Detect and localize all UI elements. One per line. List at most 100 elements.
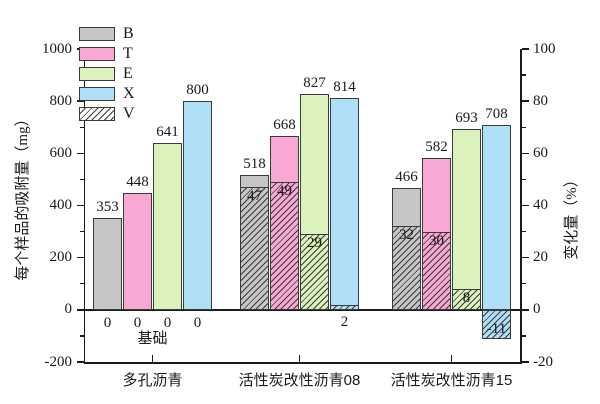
y-axis-left-tick	[76, 100, 84, 102]
y-axis-right-tick	[521, 361, 529, 363]
y-axis-left-tick-label: 800	[49, 92, 73, 109]
y-axis-left-tick-label: 1000	[42, 40, 72, 57]
y-axis-right	[520, 49, 522, 364]
bar-X-0	[183, 101, 212, 310]
change-value-label: 29	[307, 235, 322, 252]
legend-label: X	[123, 84, 135, 102]
change-hatch-B-1	[240, 187, 269, 310]
y-axis-right-minor-tick	[521, 126, 526, 128]
y-axis-right-minor-tick	[521, 283, 526, 285]
y-axis-left-tick	[76, 361, 84, 363]
y-axis-right-tick-label: 80	[533, 92, 548, 109]
legend-swatch-E	[79, 66, 115, 81]
baseline-label: 基础	[137, 329, 168, 347]
legend-item-T: T	[79, 45, 135, 62]
baseline-zero-label: 0	[193, 314, 202, 331]
y-axis-left-tick-label: 0	[64, 301, 73, 318]
legend-item-V: V	[79, 105, 135, 122]
x-axis-bottom	[83, 362, 522, 364]
y-axis-left-tick	[76, 256, 84, 259]
change-hatch-T-1	[270, 182, 299, 310]
legend-label: B	[123, 24, 134, 42]
y-axis-left-minor-tick	[79, 126, 84, 128]
bar-value-label: 518	[243, 155, 266, 172]
y-axis-title-left: 每个样品的吸附量（mg）	[15, 111, 31, 281]
change-hatch-X-1	[330, 304, 359, 310]
change-value-label: 30	[429, 232, 444, 249]
y-axis-left-tick	[76, 152, 84, 155]
bar-B-0	[93, 217, 122, 310]
y-axis-right-minor-tick	[521, 335, 526, 337]
bar-value-label: 668	[273, 116, 296, 133]
bar-value-label: 693	[455, 110, 478, 127]
x-axis-category-label: 多孔沥青	[122, 372, 183, 389]
x-axis-tick	[298, 355, 301, 362]
change-value-label: 32	[399, 227, 414, 244]
legend-swatch-T	[79, 46, 115, 61]
y-axis-right-minor-tick	[521, 230, 526, 233]
y-axis-right-tick-label: -20	[533, 353, 553, 370]
y-axis-title-right: 变化量（%）	[564, 172, 580, 260]
y-axis-right-tick-label: 100	[533, 40, 556, 57]
bar-value-label: 466	[395, 169, 418, 186]
legend-swatch-B	[79, 26, 115, 41]
y-axis-right-tick	[521, 204, 529, 207]
baseline-zero-label: 0	[103, 314, 112, 331]
y-axis-right-minor-tick	[521, 178, 526, 180]
y-axis-right-minor-tick	[521, 74, 526, 76]
y-axis-left-minor-tick	[79, 230, 84, 233]
legend-item-X: X	[79, 85, 135, 102]
baseline-zero-label: 0	[133, 314, 142, 331]
change-hatch-T-2	[422, 231, 451, 310]
y-axis-left-tick	[76, 309, 84, 311]
bar-value-label: 800	[186, 82, 209, 99]
change-hatch-E-2	[452, 288, 481, 310]
y-axis-right-tick	[521, 309, 529, 311]
bar-value-label: 582	[425, 139, 448, 156]
y-axis-left-tick-label: -200	[44, 353, 73, 370]
bar-value-label: 827	[303, 75, 326, 92]
y-axis-left-tick-label: 400	[49, 197, 73, 213]
x-axis-tick	[450, 355, 453, 362]
y-axis-left-tick-label: 600	[49, 144, 73, 161]
y-axis-right-tick	[521, 152, 529, 155]
change-value-label: 8	[462, 289, 471, 306]
legend-label: V	[123, 104, 135, 122]
x-axis-tick	[151, 355, 154, 362]
y-axis-right-tick	[521, 48, 529, 50]
bar-X-2	[482, 125, 511, 310]
legend-swatch-V-hatch	[79, 106, 115, 121]
change-hatch-E-1	[300, 234, 329, 310]
bar-E-2	[452, 129, 481, 310]
change-value-label: 47	[247, 188, 262, 205]
change-value-label: 49	[277, 183, 292, 200]
y-axis-left-minor-tick	[79, 178, 84, 180]
bar-value-label: 353	[96, 198, 119, 215]
change-hatch-B-2	[392, 226, 421, 310]
change-value-label: 2	[340, 313, 349, 330]
bar-value-label: 708	[485, 106, 508, 123]
bar-E-0	[153, 142, 182, 310]
y-axis-right-tick	[521, 256, 529, 259]
y-axis-right-tick-label: 40	[533, 197, 548, 213]
y-axis-left-tick-label: 200	[49, 249, 73, 266]
x-axis-category-label: 活性炭改性沥青15	[390, 372, 513, 389]
y-axis-left	[83, 49, 85, 364]
legend-swatch-X	[79, 86, 115, 101]
baseline-zero-label: 0	[163, 314, 172, 331]
change-value-label: -11	[486, 320, 507, 337]
y-axis-left-minor-tick	[79, 283, 84, 285]
y-axis-right-tick-label: 20	[533, 249, 548, 266]
legend-item-E: E	[79, 65, 135, 82]
bar-value-label: 814	[333, 78, 356, 95]
bar-X-1	[330, 97, 359, 310]
bar-value-label: 448	[126, 173, 149, 190]
legend-item-B: B	[79, 25, 135, 42]
change-hatch-X-2	[482, 309, 511, 339]
zero-line	[85, 309, 520, 311]
y-axis-left-tick	[76, 204, 84, 207]
y-axis-left-minor-tick	[79, 335, 84, 337]
y-axis-right-tick-label: 0	[533, 301, 541, 318]
